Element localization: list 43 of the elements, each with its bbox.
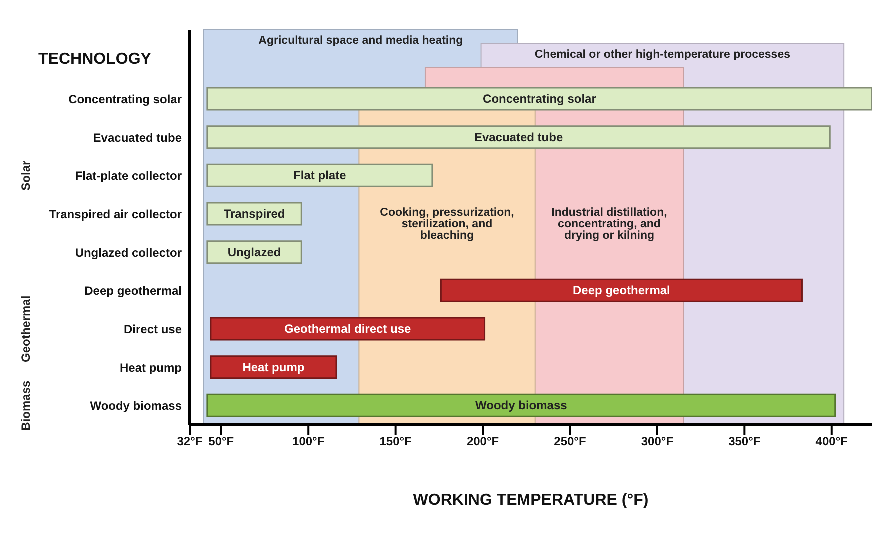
y-tick-label: Concentrating solar xyxy=(68,92,182,106)
data-label: Flat plate xyxy=(294,168,347,183)
data-label: Unglazed xyxy=(228,245,282,260)
y-tick-label: Flat-plate collector xyxy=(75,169,182,184)
x-tick-label: 50°F xyxy=(208,434,234,449)
x-tick-label: 150°F xyxy=(380,434,412,449)
y-tick-label: Deep geothermal xyxy=(84,284,182,298)
y-tick-label: Unglazed collector xyxy=(75,246,182,260)
x-tick-label: 400°F xyxy=(816,434,848,449)
data-label: Transpired xyxy=(224,207,286,221)
data-label: Concentrating solar xyxy=(483,92,597,106)
x-tick-label: 300°F xyxy=(641,434,674,449)
data-label: Geothermal direct use xyxy=(284,322,412,336)
x-tick-label: 350°F xyxy=(728,434,761,449)
band-label: Agricultural space and media heating xyxy=(258,35,464,48)
text: Solar xyxy=(19,160,33,191)
y-tick-label: Heat pump xyxy=(120,360,182,375)
bar xyxy=(206,394,836,418)
data-label: Deep geothermal xyxy=(573,284,670,298)
data-label: Heat pump xyxy=(242,360,305,374)
bar xyxy=(206,126,831,150)
bar xyxy=(210,356,338,380)
y-axis-title: TECHNOLOGY xyxy=(38,51,152,68)
band-label: Cooking, pressurization, sterilization, and bleaching xyxy=(380,206,514,242)
y-tick-label: Evacuated tube xyxy=(93,130,182,145)
band-label: Chemical or other high-temperature processes xyxy=(534,49,791,62)
band-label: Industrial distillation, concentrating, and drying or kilning xyxy=(552,206,668,242)
data-label: Woody biomass xyxy=(476,398,568,413)
bar xyxy=(206,164,434,188)
bar xyxy=(206,87,872,111)
text: Biomass xyxy=(19,380,33,431)
bar xyxy=(210,317,486,341)
y-tick-label: Transpired air collector xyxy=(49,207,182,222)
x-axis-title: WORKING TEMPERATURE (°F) xyxy=(413,492,649,509)
bar xyxy=(440,278,803,302)
x-tick-label: 100°F xyxy=(292,434,325,449)
data-label: Evacuated tube xyxy=(474,130,564,144)
text: Geothermal xyxy=(19,296,33,363)
x-tick-label: 200°F xyxy=(466,434,500,449)
x-tick-label: 32°F xyxy=(177,434,203,449)
y-tick-label: Direct use xyxy=(124,322,182,336)
x-tick-label: 250°F xyxy=(554,434,586,449)
y-tick-label: Woody biomass xyxy=(90,399,182,414)
